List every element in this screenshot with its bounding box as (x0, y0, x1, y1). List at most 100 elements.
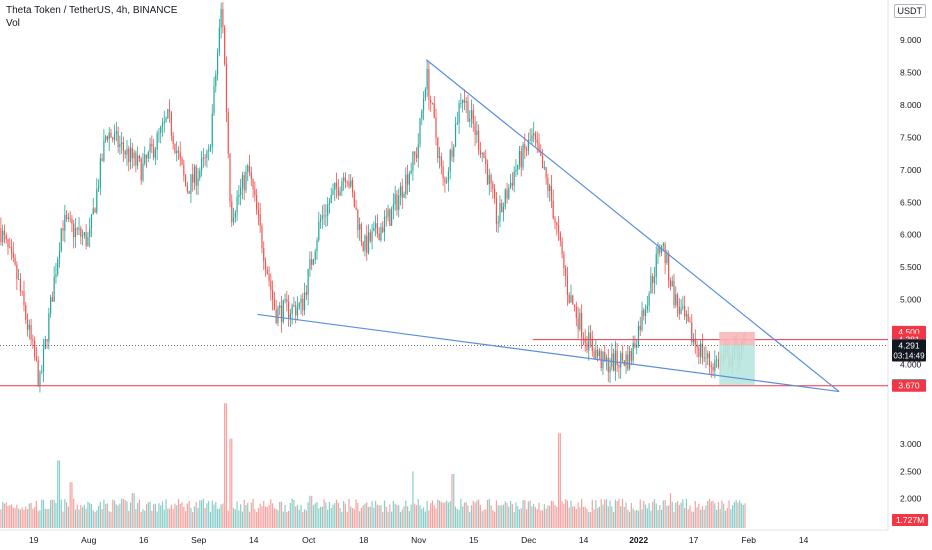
volume-bar (41, 499, 43, 528)
candle-body (234, 212, 236, 218)
candle-body (572, 295, 574, 305)
volume-bar (723, 503, 725, 528)
volume-bar (346, 511, 348, 528)
volume-bar (552, 501, 554, 528)
volume-bar (160, 505, 162, 528)
volume-indicator-label[interactable]: Vol (6, 18, 20, 29)
candle-body (121, 142, 123, 145)
candle-body (335, 182, 338, 188)
volume-bar (678, 504, 680, 528)
candle-body (113, 133, 116, 140)
volume-bar (371, 501, 373, 528)
volume-bar (51, 499, 53, 528)
volume-bar (376, 504, 378, 528)
candle-body (501, 203, 503, 213)
candle-body (193, 166, 196, 183)
candle-body (378, 233, 380, 241)
candle-body (58, 251, 61, 260)
candle-body (554, 218, 556, 223)
volume-bar (78, 509, 80, 528)
volume-bar (424, 511, 426, 528)
volume-bar (289, 502, 291, 528)
volume-bar (462, 506, 464, 528)
candle-body (483, 152, 485, 158)
volume-bar (243, 499, 245, 528)
candle-body (303, 292, 306, 311)
candle-body (256, 195, 258, 210)
currency-unit-button[interactable]: USDT (893, 4, 926, 18)
candle-body (153, 146, 155, 158)
volume-bar (311, 495, 313, 528)
volume-bar (481, 511, 483, 528)
volume-bar (30, 502, 32, 528)
volume-bar (373, 507, 375, 528)
volume-bar (684, 507, 686, 528)
volume-bar (701, 506, 704, 528)
candle-body (181, 158, 183, 165)
candle-body (433, 103, 435, 118)
volume-bar (360, 507, 363, 528)
candle-body (641, 310, 643, 330)
candle-body (518, 151, 521, 166)
candle-body (479, 150, 482, 155)
candle-body (270, 280, 272, 291)
volume-bar (664, 499, 666, 528)
volume-bar (195, 501, 197, 528)
candle-body (675, 294, 677, 306)
candle-body (364, 235, 366, 251)
volume-bar (238, 510, 240, 528)
volume-bar (565, 499, 567, 528)
volume-bar (726, 507, 728, 528)
volume-bar (378, 505, 380, 528)
candle-body (614, 350, 616, 371)
volume-bar (449, 501, 451, 528)
volume-bar (586, 508, 588, 528)
symbol-title[interactable]: Theta Token / TetherUS, 4h, BINANCE (6, 5, 178, 16)
volume-bar (653, 499, 656, 528)
candle-body (250, 172, 252, 179)
volume-bar (341, 512, 343, 528)
candle-body (341, 181, 343, 192)
volume-bar (541, 510, 544, 528)
volume-bar (192, 512, 194, 528)
candle-body (112, 137, 114, 140)
volume-bar (577, 502, 579, 528)
candle-body (531, 135, 533, 141)
volume-bar (105, 503, 107, 528)
candle-body (476, 130, 478, 136)
candle-body (145, 154, 148, 159)
volume-bar (318, 508, 320, 528)
volume-bar (550, 500, 553, 528)
candle-body (314, 251, 316, 260)
candle-body (197, 178, 199, 186)
candle-body (373, 227, 375, 232)
price-axis-label: 4.500 (898, 327, 920, 337)
candle-body (154, 149, 156, 158)
volume-bar (739, 500, 741, 528)
volume-bar (440, 501, 442, 528)
volume-bar (355, 499, 357, 528)
volume-bar (437, 499, 439, 528)
candle-body (362, 241, 364, 251)
volume-bar (337, 502, 339, 528)
candle-body (593, 351, 595, 359)
candle-body (165, 118, 167, 122)
candle-body (604, 352, 606, 362)
candle-body (490, 175, 492, 184)
candle-body (37, 360, 39, 386)
volume-bar (179, 503, 181, 528)
price-tick-label: 6.000 (900, 230, 922, 240)
candle-body (289, 313, 291, 318)
volume-bar (117, 505, 119, 528)
candle-body (268, 273, 270, 281)
candle-body (307, 268, 309, 295)
volume-bar (291, 498, 293, 528)
candle-body (179, 152, 181, 159)
candle-body (522, 144, 524, 168)
candle-body (319, 218, 322, 222)
candle-body (438, 156, 441, 158)
candle-body (653, 277, 656, 283)
candle-body (309, 259, 311, 269)
volume-bar (81, 507, 84, 528)
